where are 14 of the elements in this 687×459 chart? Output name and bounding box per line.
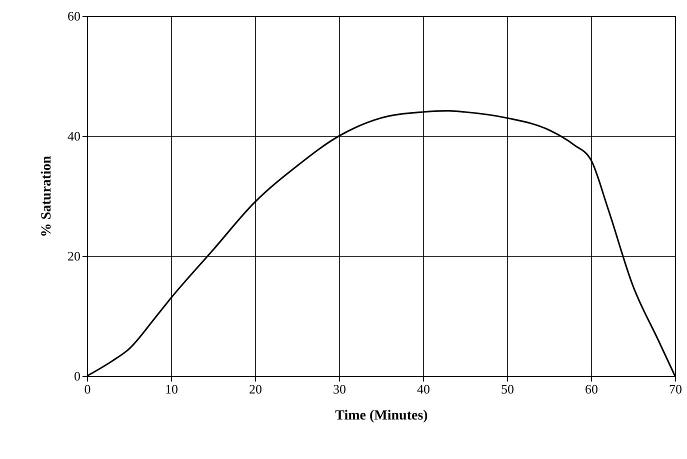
x-axis-title: Time (Minutes) xyxy=(335,408,428,424)
y-tick-label: 20 xyxy=(68,248,80,264)
x-tick-label: 20 xyxy=(249,382,262,396)
x-tick-label: 10 xyxy=(165,382,178,396)
y-tick-label: 0 xyxy=(74,368,80,384)
x-tick-label: 0 xyxy=(84,382,91,396)
x-tick-label: 70 xyxy=(669,382,682,396)
y-tick-label: 40 xyxy=(68,128,80,144)
x-tick-label: 60 xyxy=(585,382,598,396)
x-tick-label: 40 xyxy=(417,382,430,396)
y-axis-title: % Saturation xyxy=(40,156,54,238)
x-tick-label: 30 xyxy=(333,382,346,396)
x-tick-label: 50 xyxy=(501,382,514,396)
y-tick-label: 60 xyxy=(68,8,80,24)
